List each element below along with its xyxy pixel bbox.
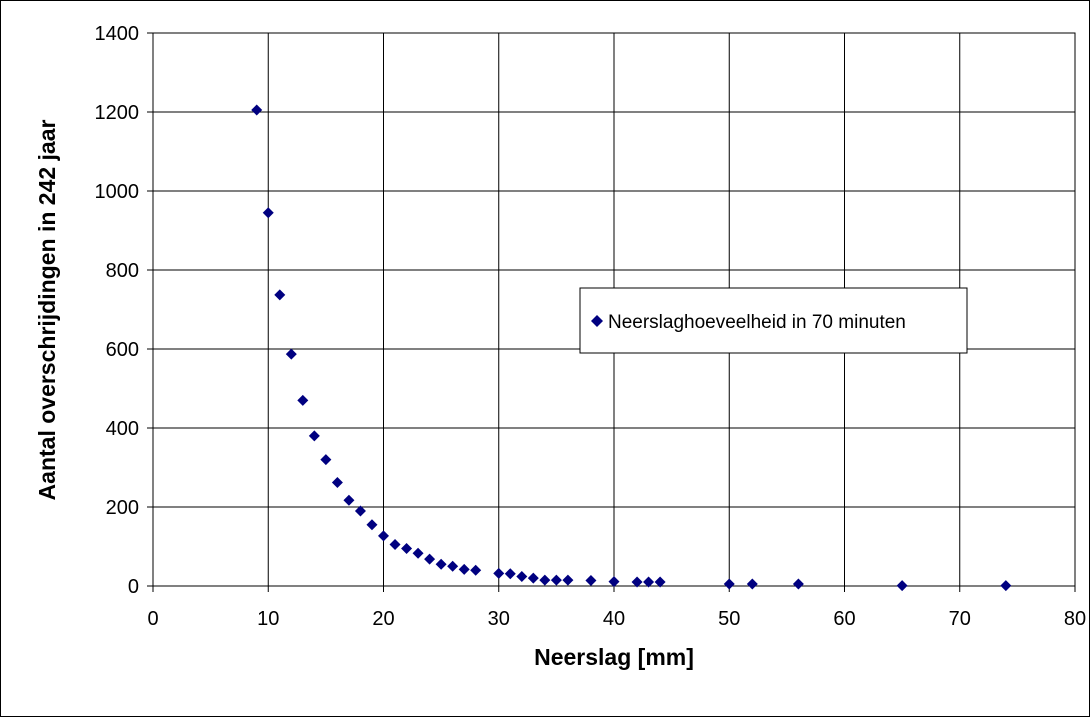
data-point bbox=[896, 580, 908, 592]
data-point bbox=[285, 348, 297, 360]
data-point bbox=[458, 563, 470, 575]
x-tick-label: 80 bbox=[1064, 608, 1086, 630]
data-point bbox=[343, 494, 355, 506]
x-axis-title: Neerslag [mm] bbox=[534, 644, 694, 670]
data-point bbox=[424, 553, 436, 565]
data-point bbox=[723, 578, 735, 590]
x-tick-label: 0 bbox=[147, 608, 158, 630]
data-point bbox=[654, 576, 666, 588]
data-point bbox=[274, 289, 286, 301]
data-points bbox=[251, 104, 1012, 592]
data-point bbox=[262, 207, 274, 219]
legend-label: Neerslaghoeveelheid in 70 minuten bbox=[608, 312, 906, 333]
x-tick-label: 50 bbox=[718, 608, 740, 630]
y-tick-label: 1000 bbox=[95, 181, 140, 203]
data-point bbox=[550, 574, 562, 586]
y-axis-title: Aantal overschrijdingen in 242 jaar bbox=[34, 119, 60, 500]
y-tick-label: 0 bbox=[128, 576, 139, 598]
y-tick-label: 800 bbox=[106, 260, 139, 282]
y-tick-label: 200 bbox=[106, 497, 139, 519]
data-point bbox=[412, 547, 424, 559]
data-point bbox=[308, 430, 320, 442]
x-tick-label: 10 bbox=[257, 608, 279, 630]
axes: 0 10 20 30 40 50 60 70 8002004006008001000120014… bbox=[95, 23, 1087, 630]
y-tick-label: 400 bbox=[106, 418, 139, 440]
y-tick-label: 600 bbox=[106, 339, 139, 361]
data-point bbox=[331, 477, 343, 489]
data-point bbox=[643, 576, 655, 588]
data-point bbox=[539, 574, 551, 586]
data-point bbox=[435, 558, 447, 570]
x-tick-label: 30 bbox=[488, 608, 510, 630]
data-point bbox=[297, 394, 309, 406]
x-tick-label: 60 bbox=[833, 608, 855, 630]
data-point bbox=[746, 578, 758, 590]
legend-marker-icon bbox=[591, 315, 603, 327]
legend: Neerslaghoeveelheid in 70 minuten bbox=[579, 287, 968, 354]
data-point bbox=[366, 519, 378, 531]
legend-box bbox=[579, 287, 968, 354]
data-point bbox=[585, 574, 597, 586]
data-point bbox=[527, 572, 539, 584]
y-tick-label: 1400 bbox=[95, 23, 140, 45]
x-tick-label: 40 bbox=[603, 608, 625, 630]
data-point bbox=[447, 560, 459, 572]
data-point bbox=[251, 104, 263, 116]
data-point bbox=[493, 567, 505, 579]
y-tick-label: 1200 bbox=[95, 102, 140, 124]
data-point bbox=[504, 568, 516, 580]
data-point bbox=[792, 578, 804, 590]
x-tick-label: 70 bbox=[949, 608, 971, 630]
data-point bbox=[354, 505, 366, 517]
data-point bbox=[608, 576, 620, 588]
data-point bbox=[389, 539, 401, 551]
data-point bbox=[401, 542, 413, 554]
data-point bbox=[378, 530, 389, 542]
data-point bbox=[470, 564, 482, 576]
data-point bbox=[516, 571, 528, 583]
data-point bbox=[320, 454, 332, 466]
x-tick-label: 20 bbox=[372, 608, 394, 630]
data-point bbox=[562, 574, 574, 586]
data-point bbox=[631, 576, 643, 588]
data-point bbox=[1000, 580, 1012, 592]
